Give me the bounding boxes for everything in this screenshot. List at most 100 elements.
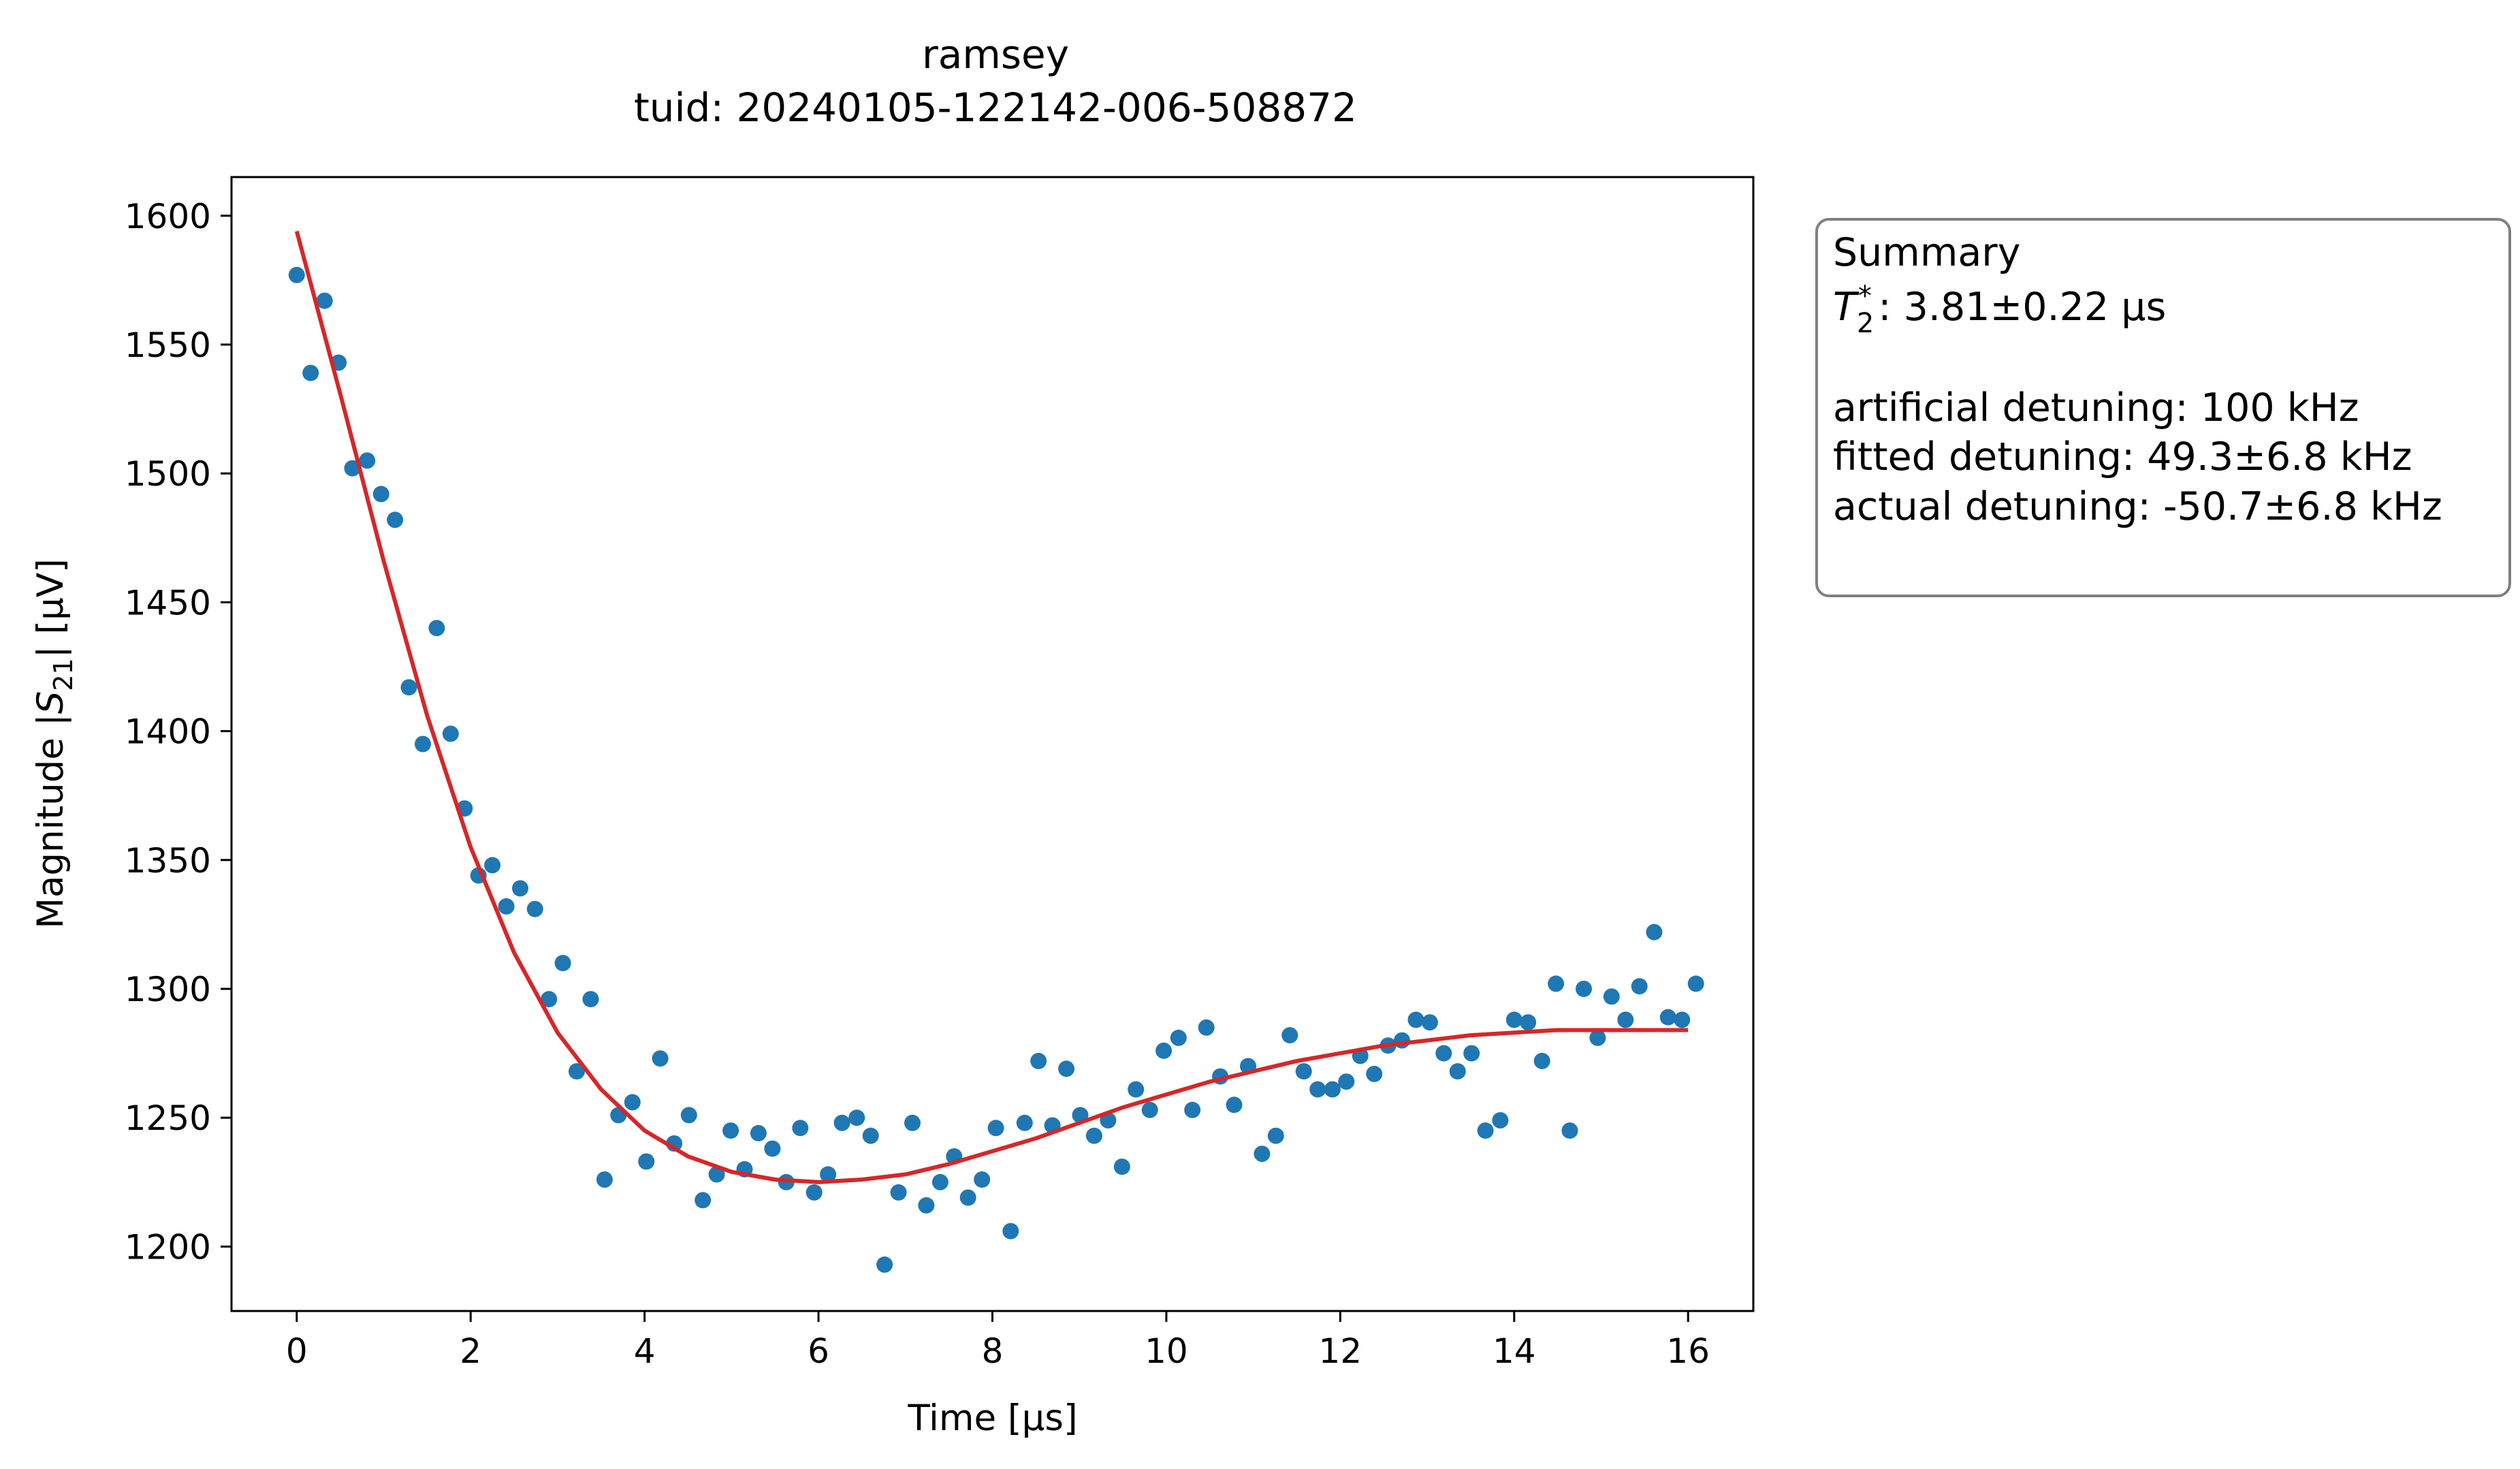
data-point xyxy=(638,1153,655,1170)
data-point xyxy=(1309,1081,1326,1098)
y-tick-label: 1400 xyxy=(125,712,211,752)
data-point xyxy=(848,1109,865,1126)
data-point xyxy=(582,991,599,1008)
data-point xyxy=(302,364,319,381)
data-point xyxy=(974,1171,991,1188)
y-axis-label: Magnitude |S21| [µV] xyxy=(30,558,78,929)
data-point xyxy=(1324,1081,1341,1098)
data-point xyxy=(1113,1158,1130,1175)
y-label-symbol: S xyxy=(30,691,71,714)
chart-subtitle: tuid: 20240105-122142-006-508872 xyxy=(634,84,1357,131)
data-point xyxy=(1631,978,1648,995)
data-point xyxy=(512,880,528,897)
x-tick-label: 6 xyxy=(808,1331,829,1371)
data-point xyxy=(904,1114,921,1131)
y-tick-label: 1450 xyxy=(125,583,211,622)
data-point xyxy=(1617,1011,1634,1028)
axes-frame xyxy=(230,176,1755,1312)
data-point xyxy=(1674,1011,1691,1028)
data-point xyxy=(931,1173,948,1190)
data-point xyxy=(1198,1019,1215,1036)
data-point xyxy=(1463,1045,1480,1062)
plot-area xyxy=(288,230,1704,1273)
data-point xyxy=(596,1171,613,1188)
data-point xyxy=(652,1050,669,1067)
data-point xyxy=(1170,1029,1187,1046)
data-point xyxy=(1603,988,1620,1005)
summary-box: Summary T* 2: 3.81±0.22 µs artificial det… xyxy=(1815,218,2511,597)
data-point xyxy=(1659,1009,1676,1026)
data-point xyxy=(498,898,515,915)
summary-box-frame xyxy=(1815,218,2511,597)
data-point xyxy=(1085,1127,1102,1144)
data-point xyxy=(1421,1014,1438,1031)
data-point xyxy=(1505,1011,1522,1028)
data-point xyxy=(569,1063,585,1080)
data-point xyxy=(1058,1060,1075,1077)
actual-detuning: actual detuning: -50.7±6.8 kHz xyxy=(1833,484,2442,529)
data-point xyxy=(708,1166,725,1183)
t2-subscript: 2 xyxy=(1857,308,1874,339)
data-point xyxy=(1254,1146,1271,1163)
data-point xyxy=(750,1124,767,1141)
data-point xyxy=(792,1120,809,1137)
data-point xyxy=(1561,1122,1578,1139)
data-point xyxy=(959,1189,976,1206)
x-tick-label: 2 xyxy=(460,1331,481,1371)
y-label-subscript: 21 xyxy=(48,658,78,691)
data-point xyxy=(1141,1101,1158,1118)
data-point xyxy=(1548,975,1565,992)
x-tick-label: 12 xyxy=(1319,1331,1362,1371)
data-point xyxy=(1477,1122,1494,1139)
data-point xyxy=(1533,1052,1550,1069)
data-point xyxy=(1002,1222,1019,1239)
data-point xyxy=(554,955,571,972)
chart-title: ramsey xyxy=(922,31,1069,78)
data-point xyxy=(764,1140,781,1157)
x-tick-label: 10 xyxy=(1145,1331,1188,1371)
data-point xyxy=(1435,1045,1452,1062)
x-tick-label: 4 xyxy=(634,1331,656,1371)
t2-symbol: T xyxy=(1833,285,1860,330)
data-point xyxy=(526,900,543,917)
data-point xyxy=(1394,1032,1410,1049)
data-point xyxy=(1366,1065,1383,1082)
x-tick-label: 16 xyxy=(1666,1331,1710,1371)
t2-superscript: * xyxy=(1858,281,1872,312)
x-axis-label: Time [µs] xyxy=(907,1397,1077,1439)
y-tick-label: 1600 xyxy=(125,197,211,236)
data-point xyxy=(442,725,459,742)
data-point xyxy=(1226,1096,1243,1113)
x-tick-label: 0 xyxy=(286,1331,308,1371)
data-point xyxy=(316,292,333,309)
y-label-prefix: Magnitude | xyxy=(30,714,71,929)
data-point xyxy=(484,857,501,874)
data-point xyxy=(1687,975,1704,992)
data-point xyxy=(1407,1011,1424,1028)
data-point xyxy=(1646,923,1663,941)
data-point xyxy=(1576,981,1592,997)
data-point xyxy=(1281,1027,1298,1044)
data-point xyxy=(918,1197,935,1214)
data-point xyxy=(1449,1063,1466,1080)
data-point xyxy=(1030,1052,1047,1069)
summary-heading: Summary xyxy=(1833,230,2020,275)
data-point xyxy=(1155,1042,1173,1059)
data-point xyxy=(359,452,376,469)
data-point xyxy=(1492,1112,1509,1128)
y-tick-label: 1500 xyxy=(125,454,211,494)
data-point xyxy=(415,736,431,753)
data-point xyxy=(987,1120,1004,1137)
data-point xyxy=(820,1166,837,1183)
y-tick-label: 1200 xyxy=(125,1227,211,1267)
t2-value: : 3.81±0.22 µs xyxy=(1878,285,2166,330)
y-tick-label: 1250 xyxy=(125,1099,211,1138)
fitted-detuning: fitted detuning: 49.3±6.8 kHz xyxy=(1833,435,2412,479)
x-tick-label: 14 xyxy=(1493,1331,1536,1371)
data-point xyxy=(833,1114,850,1131)
data-point xyxy=(876,1256,893,1273)
data-point xyxy=(1184,1101,1201,1118)
data-point xyxy=(1338,1073,1355,1090)
data-point xyxy=(288,266,305,283)
data-point xyxy=(890,1184,907,1201)
